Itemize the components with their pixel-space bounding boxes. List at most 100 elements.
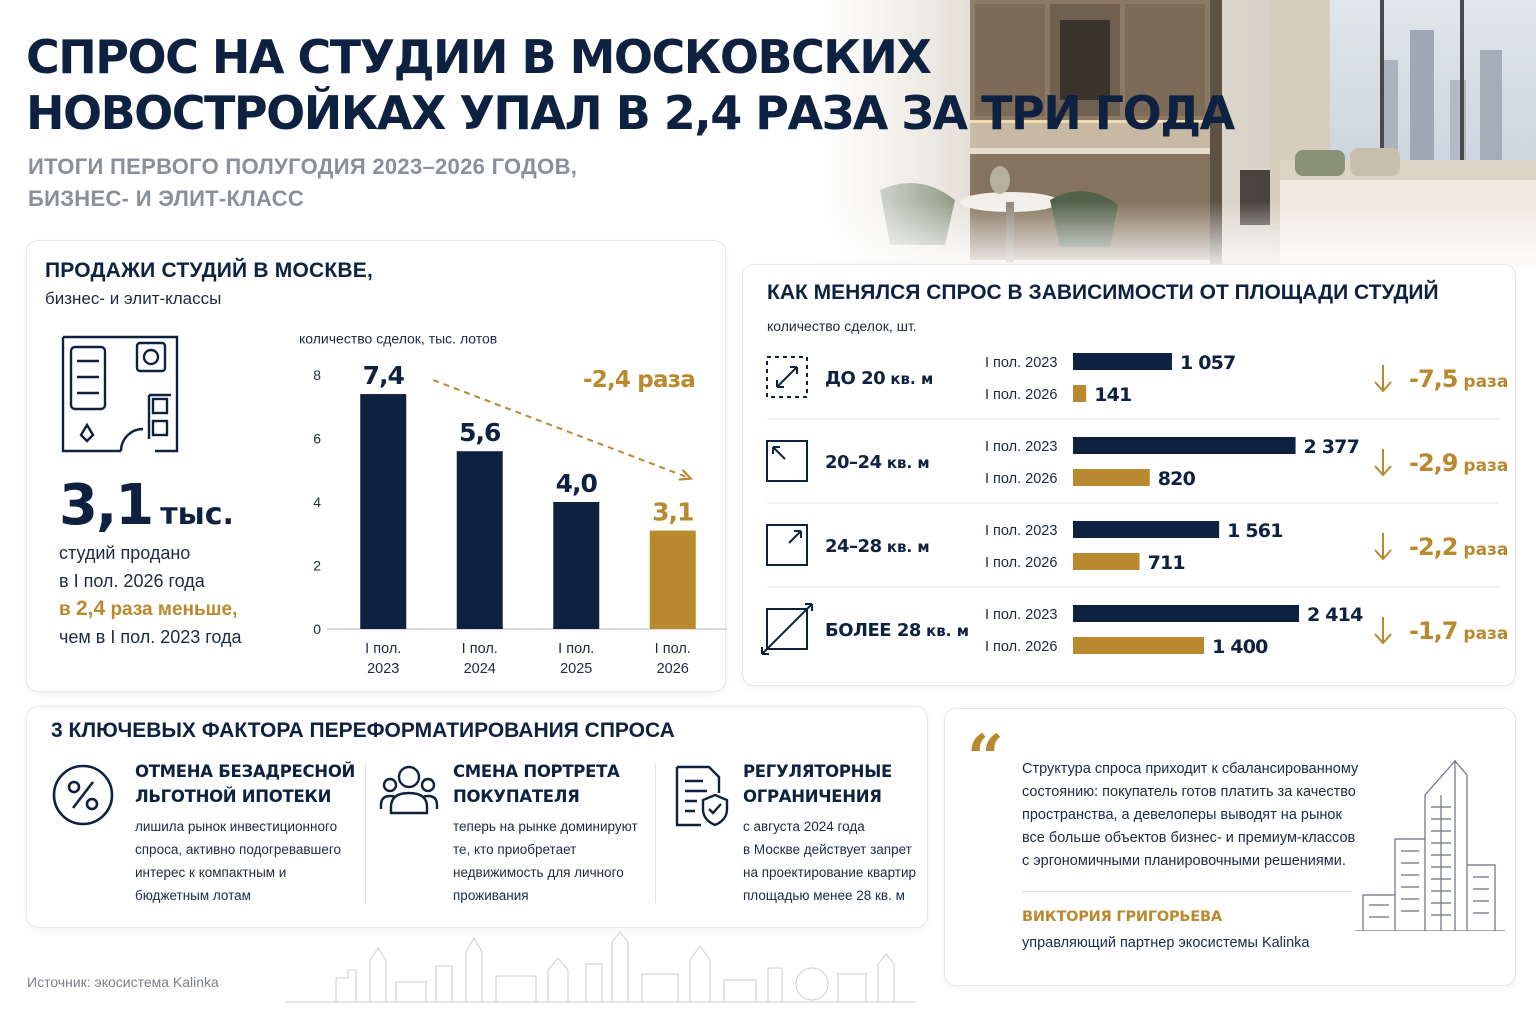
area-category-main: ДО 20 xyxy=(825,368,885,389)
bar xyxy=(1073,637,1205,654)
icon-arrow xyxy=(788,530,802,544)
bar xyxy=(456,451,503,629)
sales-desc-prefix: в xyxy=(59,599,76,620)
series-label: I пол. 2026 xyxy=(985,471,1057,487)
page-subtitle-line-2: БИЗНЕС- И ЭЛИТ-КЛАСС xyxy=(28,186,305,211)
x-tick-label: 2025 xyxy=(560,661,592,677)
down-arrow-icon xyxy=(1374,365,1392,393)
sales-desc-line-1: студий продано xyxy=(59,543,191,563)
area-category-main: БОЛЕЕ 28 xyxy=(825,620,921,641)
bar-chart-ylabel: количество сделок, тыс. лотов xyxy=(299,330,497,346)
bar xyxy=(1073,521,1220,538)
factor-2-heading-1: СМЕНА ПОРТРЕТА xyxy=(453,762,620,781)
change-label: -7,5 раза xyxy=(1409,365,1508,393)
floorplan-icon xyxy=(61,335,179,453)
sales-desc-suffix: раза меньше, xyxy=(105,599,238,620)
x-tick-label: 2023 xyxy=(367,661,399,677)
factor-3-body-1: с августа 2024 года xyxy=(743,819,865,834)
page-title-line-1: СПРОС НА СТУДИИ В МОСКОВСКИХ xyxy=(26,30,932,84)
down-arrow-icon xyxy=(1374,617,1392,645)
area-title: КАК МЕНЯЛСЯ СПРОС В ЗАВИСИМОСТИ ОТ ПЛОЩА… xyxy=(767,281,1439,304)
bar xyxy=(1073,605,1299,622)
factor-1-heading-2: ЛЬГОТНОЙ ИПОТЕКИ xyxy=(135,787,332,806)
down-arrow-icon xyxy=(1374,533,1392,561)
studio-interior-image xyxy=(820,0,1536,268)
area-category-unit: кв. м xyxy=(882,538,930,556)
factor-3-body-4: площадью менее 28 кв. м xyxy=(743,888,905,903)
change-unit: раза xyxy=(1457,456,1508,476)
factors-card: 3 КЛЮЧЕВЫХ ФАКТОРА ПЕРЕФОРМАТИРОВАНИЯ СП… xyxy=(26,706,928,928)
bar-value-label: 5,6 xyxy=(459,418,501,447)
series-label: I пол. 2026 xyxy=(985,555,1057,571)
y-tick-label: 2 xyxy=(313,558,321,574)
x-tick-label: I пол. xyxy=(462,641,498,657)
series-label: I пол. 2023 xyxy=(985,523,1057,539)
bar xyxy=(1073,385,1087,402)
factors-title: 3 КЛЮЧЕВЫХ ФАКТОРА ПЕРЕФОРМАТИРОВАНИЯ СП… xyxy=(51,719,675,742)
y-tick-label: 8 xyxy=(313,367,321,383)
quote-author-role: управляющий партнер экосистемы Kalinka xyxy=(1022,935,1310,951)
change-label: -1,7 раза xyxy=(1409,617,1508,645)
quote-card: “ Структура спроса приходит к сбалансиро… xyxy=(944,708,1516,986)
change-label: -2,2 раза xyxy=(1409,533,1508,561)
x-tick-label: 2024 xyxy=(464,661,496,677)
area-small-icon xyxy=(766,356,808,398)
quote-author: ВИКТОРИЯ ГРИГОРЬЕВА xyxy=(1022,909,1222,925)
bar-value-label: 1 561 xyxy=(1227,520,1283,542)
factor-1-body-2: спроса, активно подогревавшего xyxy=(135,842,342,857)
bar-value-label: 2 414 xyxy=(1307,604,1363,626)
sales-bar-chart: количество сделок, тыс. лотов 0 2 4 6 8 7,4 I п… xyxy=(299,330,727,677)
bar-value-label: 820 xyxy=(1158,468,1196,490)
factor-3-heading-2: ОГРАНИЧЕНИЯ xyxy=(743,787,882,806)
quote-line-2: состоянию: покупатель готов платить за к… xyxy=(1022,784,1356,800)
percent-icon xyxy=(52,764,114,826)
sales-title: ПРОДАЖИ СТУДИЙ В МОСКВЕ, xyxy=(45,259,373,282)
area-category-label: 20–24 кв. м xyxy=(825,452,930,473)
bar xyxy=(649,530,696,629)
area-category-unit: кв. м xyxy=(921,622,969,640)
factor-2-body-4: проживания xyxy=(453,888,529,903)
x-tick-label: I пол. xyxy=(558,641,594,657)
icon-arrow xyxy=(776,366,798,388)
area-category-unit: кв. м xyxy=(882,454,930,472)
big-number-unit: тыс. xyxy=(160,497,234,532)
bar-value-label: 7,4 xyxy=(363,361,405,390)
series-label: I пол. 2023 xyxy=(985,439,1057,455)
change-value: -2,9 xyxy=(1409,449,1458,477)
factor-2-heading-2: ПОКУПАТЕЛЯ xyxy=(453,787,580,806)
people-icon xyxy=(379,765,439,815)
change-unit: раза xyxy=(1457,540,1508,560)
page-title-line-2: НОВОСТРОЙКАХ УПАЛ В 2,4 РАЗА ЗА ТРИ ГОДА xyxy=(26,86,1235,140)
bar-value-label: 1 057 xyxy=(1180,352,1236,374)
bar-value-label: 711 xyxy=(1148,552,1185,574)
trend-arrow-head xyxy=(678,469,694,481)
y-tick-label: 4 xyxy=(313,494,321,510)
series-label: I пол. 2023 xyxy=(985,607,1057,623)
factor-2-body-1: теперь на рынке доминируют xyxy=(453,819,638,834)
factor-2-body-2: те, кто приобретает xyxy=(453,842,577,857)
factor-1-body-3: интерес к компактным и xyxy=(135,865,287,880)
quote-mark-icon: “ xyxy=(967,721,1004,796)
x-tick-label: 2026 xyxy=(657,661,689,677)
area-category-label: БОЛЕЕ 28 кв. м xyxy=(825,620,969,641)
page-subtitle-line-1: ИТОГИ ПЕРВОГО ПОЛУГОДИЯ 2023–2026 ГОДОВ, xyxy=(28,154,578,179)
factor-3-heading-1: РЕГУЛЯТОРНЫЕ xyxy=(743,762,892,781)
bar xyxy=(553,502,600,629)
bar xyxy=(1073,437,1296,454)
bar-value-label: 1 400 xyxy=(1212,636,1268,658)
bar-value-label: 3,1 xyxy=(652,498,693,527)
bar xyxy=(360,394,407,629)
area-category-unit: кв. м xyxy=(885,370,933,388)
factor-2-body-3: недвижимость для личного xyxy=(453,865,624,880)
factor-3-body-3: на проектирование квартир xyxy=(743,865,917,880)
x-tick-label: I пол. xyxy=(655,641,691,657)
area-category-main: 20–24 xyxy=(825,452,882,473)
series-label: I пол. 2026 xyxy=(985,387,1057,403)
area-medium-icon xyxy=(766,440,808,482)
trend-arrow xyxy=(432,379,692,480)
icon-frame xyxy=(766,524,808,566)
y-tick-label: 0 xyxy=(313,621,321,637)
change-unit: раза xyxy=(1457,372,1508,392)
sales-subtitle: бизнес- и элит-классы xyxy=(45,289,222,308)
area-category-label: 24–28 кв. м xyxy=(825,536,930,557)
